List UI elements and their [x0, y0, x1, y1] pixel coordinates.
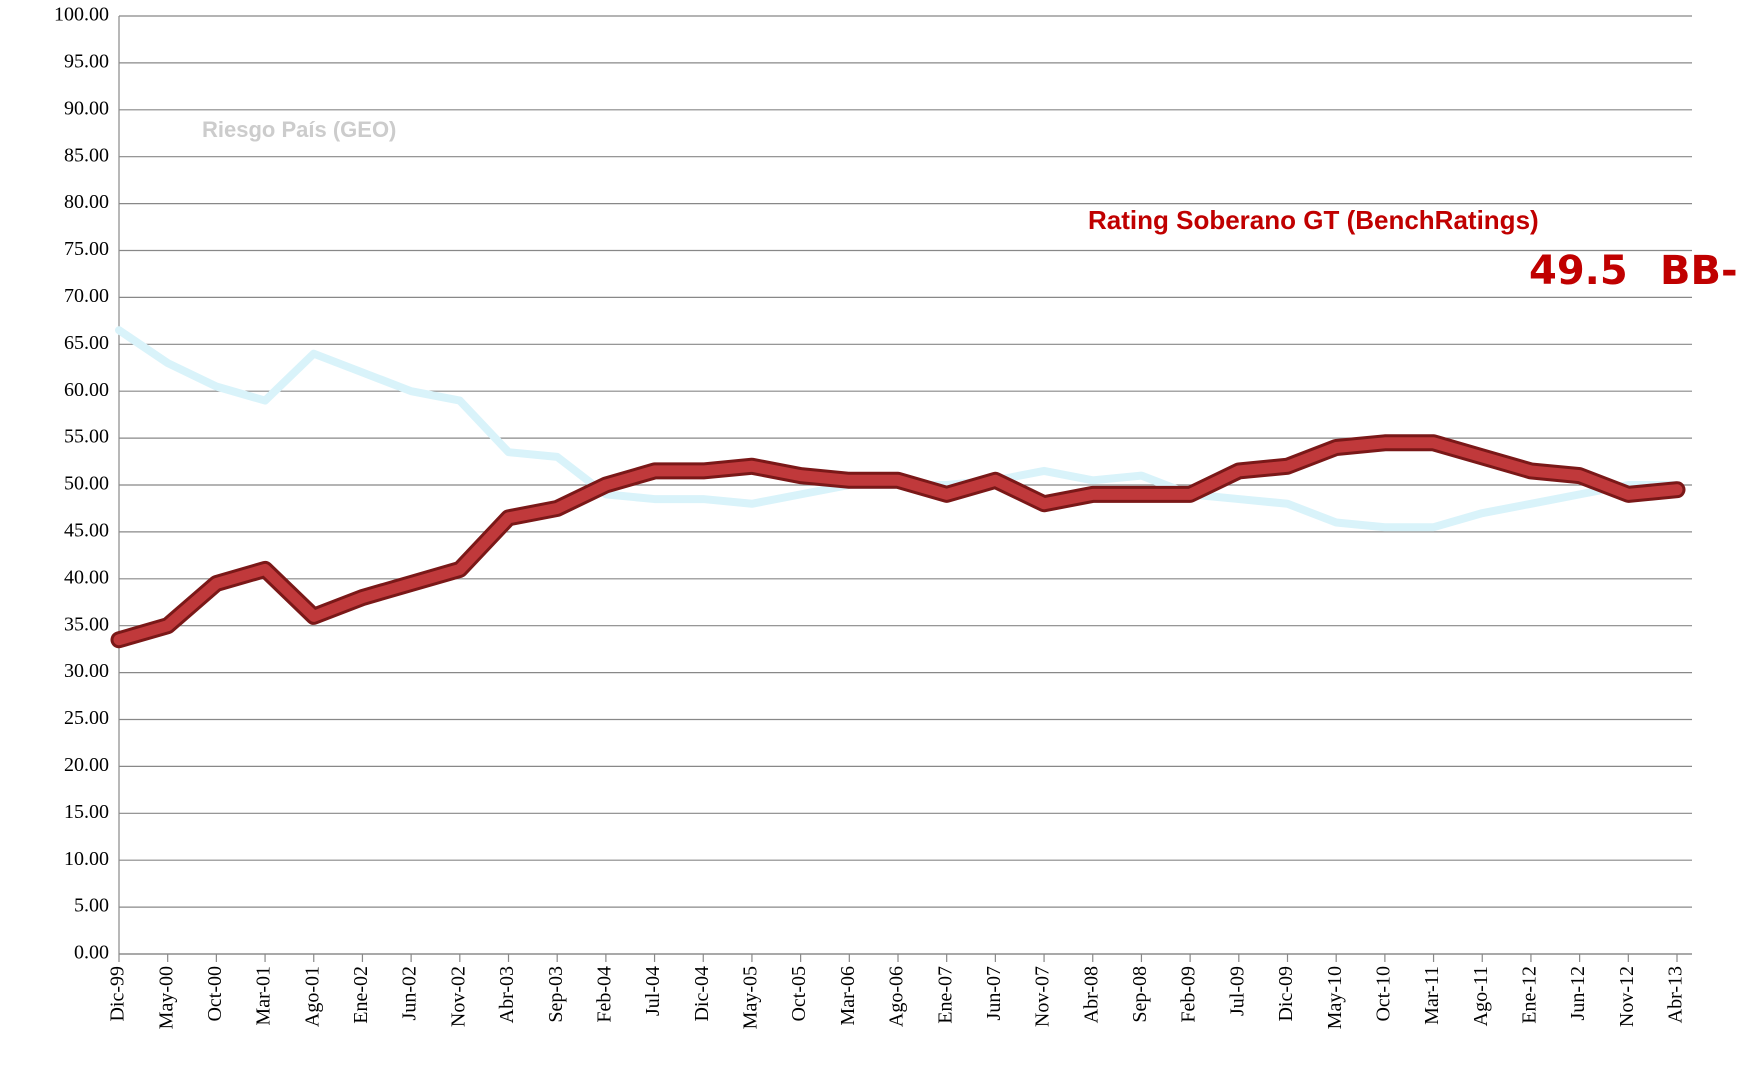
line-outline [110, 434, 1686, 649]
y-tick-label: 40.00 [64, 566, 109, 588]
x-tick-label: Abr-08 [1080, 966, 1102, 1023]
x-tick-label: Dic-99 [107, 966, 129, 1022]
y-tick-label: 100.00 [54, 4, 109, 26]
y-tick-label: 65.00 [64, 332, 109, 354]
y-tick-label: 5.00 [74, 895, 109, 917]
x-tick-label: Abr-03 [496, 966, 518, 1023]
x-tick-label: Jul-09 [1226, 966, 1248, 1016]
x-tick-label: Dic-04 [691, 966, 713, 1022]
x-tick-label: Sep-08 [1129, 966, 1151, 1023]
x-tick-label: Oct-10 [1372, 966, 1394, 1022]
plot: 0.00 5.00 10.00 15.00 20.00 25.00 30.00 35.00 40… [54, 4, 1692, 1029]
x-tick-label: May-00 [155, 966, 177, 1029]
x-tick-label: Ago-11 [1470, 966, 1492, 1026]
x-tick-label: Ene-02 [350, 966, 372, 1024]
x-tick-label: Dic-09 [1275, 966, 1297, 1022]
annotation: BB- [1660, 248, 1738, 294]
x-tick-label: Sep-03 [545, 966, 567, 1023]
x-tick-label: Nov-07 [1032, 966, 1054, 1027]
line [113, 437, 1683, 646]
series-label: Rating Soberano GT (BenchRatings) [1088, 205, 1539, 235]
x-tick-label: Nov-12 [1616, 966, 1638, 1027]
x-tick-label: Jun-12 [1567, 966, 1589, 1020]
y-tick-label: 50.00 [64, 473, 109, 495]
x-tick-label: May-10 [1324, 966, 1346, 1029]
y-tick-label: 15.00 [64, 801, 109, 823]
annotation: 49.5 [1529, 248, 1628, 294]
y-tick-label: 35.00 [64, 613, 109, 635]
x-tick-label: Nov-02 [447, 966, 469, 1027]
series-label: Riesgo País (GEO) [202, 117, 396, 142]
x-tick-label: Mar-01 [253, 966, 275, 1026]
x-tick-label: Oct-05 [788, 966, 810, 1022]
y-tick-label: 95.00 [64, 50, 109, 72]
x-tick-label: Mar-06 [837, 966, 859, 1026]
y-tick-label: 10.00 [64, 848, 109, 870]
x-tick-label: May-05 [740, 966, 762, 1029]
y-tick-label: 75.00 [64, 238, 109, 260]
y-tick-label: 90.00 [64, 97, 109, 119]
y-tick-label: 85.00 [64, 144, 109, 166]
y-tick-label: 80.00 [64, 191, 109, 213]
y-tick-label: 0.00 [74, 942, 109, 964]
x-tick-label: Mar-11 [1421, 966, 1443, 1025]
x-tick-label: Ene-07 [934, 966, 956, 1024]
x-tick-label: Feb-09 [1178, 966, 1200, 1023]
y-tick-label: 70.00 [64, 285, 109, 307]
x-tick-label: Ago-06 [886, 966, 908, 1027]
y-tick-label: 30.00 [64, 660, 109, 682]
x-tick-label: Jun-07 [983, 966, 1005, 1020]
x-tick-label: Jul-04 [642, 966, 664, 1016]
x-tick-label: Abr-13 [1665, 966, 1687, 1023]
y-tick-label: 55.00 [64, 426, 109, 448]
y-tick-label: 60.00 [64, 379, 109, 401]
x-tick-label: Oct-00 [204, 966, 226, 1022]
x-tick-label: Ene-12 [1519, 966, 1541, 1024]
x-tick-label: Feb-04 [593, 966, 615, 1023]
y-tick-label: 25.00 [64, 707, 109, 729]
x-tick-label: Ago-01 [301, 966, 323, 1027]
line [115, 326, 1681, 532]
x-tick-label: Jun-02 [399, 966, 421, 1020]
y-tick-label: 20.00 [64, 754, 109, 776]
y-tick-label: 45.00 [64, 519, 109, 541]
